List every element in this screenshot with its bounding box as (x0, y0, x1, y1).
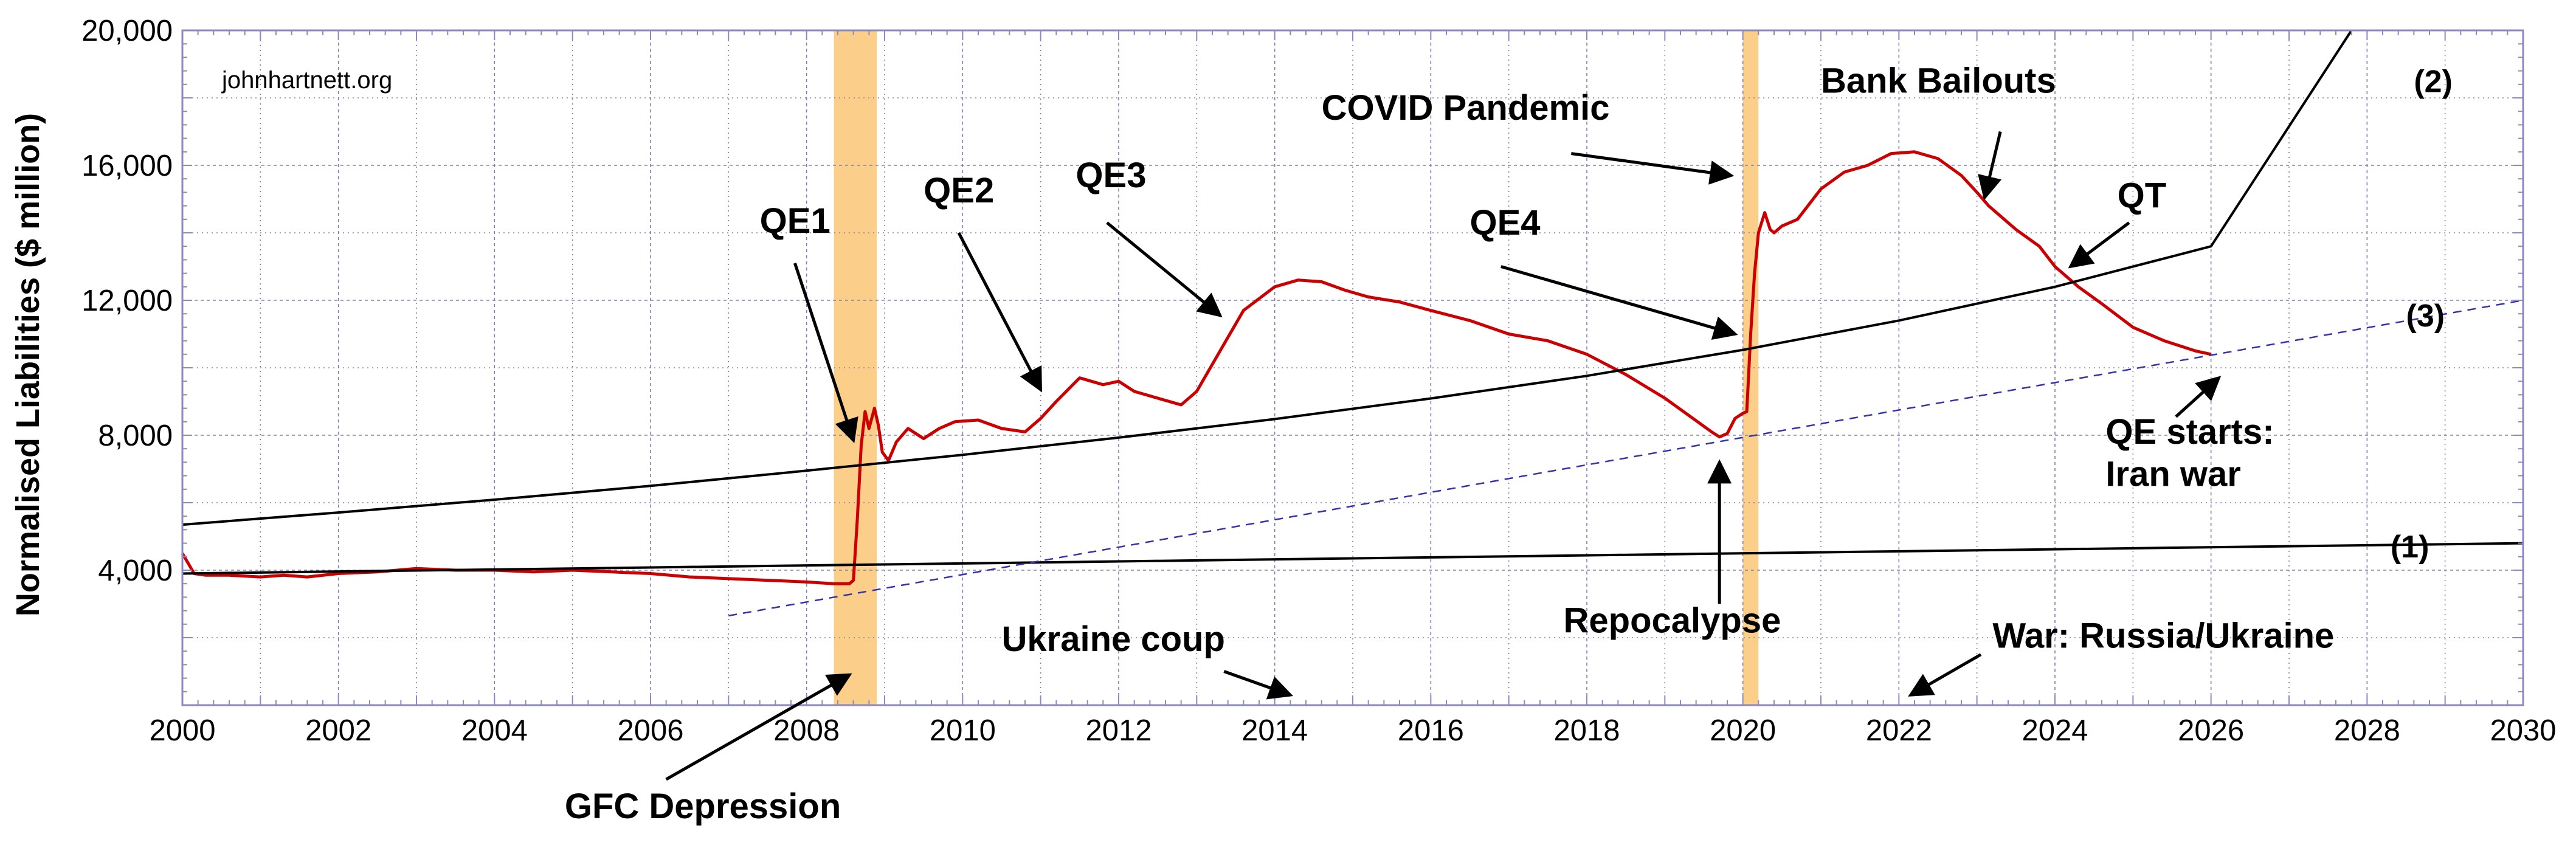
x-tick-label: 2002 (305, 714, 371, 747)
x-tick-label: 2030 (2490, 714, 2556, 747)
annotation-arrow (793, 263, 858, 444)
y-tick-label: 16,000 (81, 150, 173, 182)
trend-line-2 (182, 29, 2353, 526)
trend-line-label: (3) (2406, 298, 2445, 334)
annotation-arrow (1223, 670, 1294, 700)
x-tick-label: 2018 (1553, 714, 1620, 747)
annotation-arrow (957, 232, 1042, 393)
shaded-region-covid (1742, 30, 1759, 705)
x-tick-label: 2006 (617, 714, 683, 747)
x-tick-label: 2026 (2178, 714, 2244, 747)
annotation-arrow (1500, 265, 1738, 340)
annotation-label: Iran war (2105, 454, 2240, 494)
annotation-label: COVID Pandemic (1322, 88, 1610, 128)
annotation-label: QE4 (1470, 203, 1541, 243)
x-tick-label: 2010 (930, 714, 996, 747)
annotation-arrow (2175, 376, 2222, 418)
annotation-arrow (1908, 653, 1982, 697)
y-tick-label: 12,000 (81, 284, 173, 317)
trend-line-label: (2) (2414, 64, 2453, 99)
y-tick-label: 4,000 (98, 554, 173, 587)
trend-line-3 (728, 299, 2524, 617)
annotation-arrow (2068, 221, 2130, 269)
x-tick-label: 2000 (149, 714, 215, 747)
annotation-label: QE1 (760, 201, 830, 241)
x-tick-label: 2024 (2022, 714, 2088, 747)
annotation-label: War: Russia/Ukraine (1992, 616, 2334, 656)
trend-line-1 (182, 542, 2524, 575)
annotation-label: QE2 (924, 171, 994, 210)
liabilities-series-line (181, 150, 2212, 585)
annotation-label: Ukraine coup (1002, 619, 1225, 659)
x-tick-label: 2014 (1241, 714, 1308, 747)
watermark: johnhartnett.org (221, 67, 392, 94)
annotation-arrow (1106, 221, 1223, 318)
y-tick-label: 8,000 (98, 419, 173, 452)
x-tick-label: 2008 (773, 714, 840, 747)
trend-line-label: (1) (2391, 529, 2429, 565)
annotation-label: QE starts: (2105, 412, 2274, 452)
annotation-label: Bank Bailouts (1821, 61, 2056, 101)
y-axis-label: Normalised Liabilities ($ million) (10, 113, 46, 616)
annotation-label: GFC Depression (565, 787, 841, 826)
annotation-arrow (665, 673, 852, 781)
y-tick-label: 20,000 (81, 15, 173, 47)
x-tick-label: 2004 (461, 714, 528, 747)
annotation-arrow (1978, 131, 2002, 201)
shaded-region-gfc (834, 30, 877, 705)
x-tick-label: 2020 (1710, 714, 1776, 747)
x-tick-label: 2028 (2334, 714, 2400, 747)
annotation-label: Repocalypse (1564, 601, 1781, 641)
annotation-label: QE3 (1076, 156, 1146, 195)
x-tick-label: 2012 (1085, 714, 1152, 747)
annotation-arrow (1570, 152, 1735, 185)
x-tick-label: 2022 (1866, 714, 1932, 747)
x-tick-label: 2016 (1398, 714, 1464, 747)
annotation-label: QT (2118, 176, 2167, 215)
